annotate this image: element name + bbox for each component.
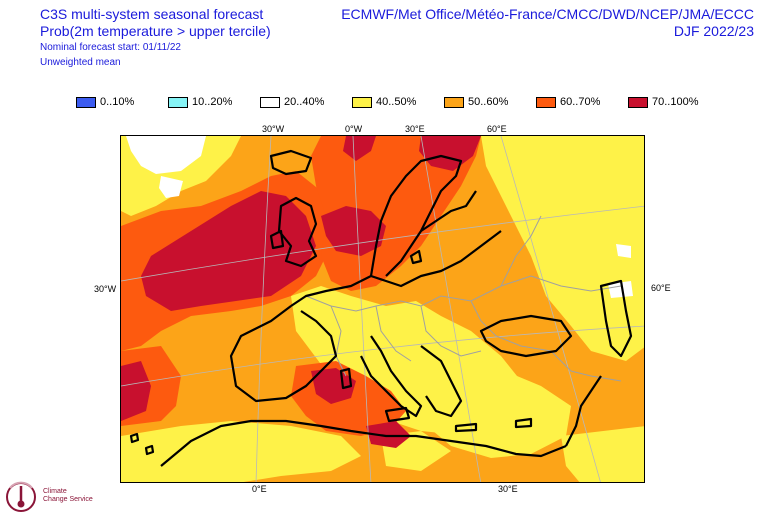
chart-subtitle: Prob(2m temperature > upper tercile) [40, 23, 271, 39]
band-20-40 [616, 244, 631, 258]
band-70-100 [121, 361, 151, 421]
band-20-40 [126, 136, 206, 174]
legend-label: 10..20% [192, 96, 233, 108]
country-borders [305, 215, 622, 382]
band-70-100 [366, 421, 411, 448]
legend-label: 40..50% [376, 96, 417, 108]
copernicus-logo: Climate Change Service [4, 478, 114, 518]
legend-label: 70..100% [652, 96, 699, 108]
header-left: C3S multi-system seasonal forecast Prob(… [40, 6, 271, 69]
coastlines [129, 149, 633, 467]
lon-label-left: 30°W [94, 284, 117, 294]
graticule [121, 136, 644, 482]
band-70-100 [419, 136, 481, 171]
lon-label-top: 30°W [262, 124, 285, 134]
legend-swatch [76, 97, 96, 108]
legend-swatch [444, 97, 464, 108]
logo-line-2: Change Service [43, 496, 93, 503]
band-70-100 [343, 136, 376, 161]
lon-label-bottom: 0°E [252, 484, 267, 494]
legend-label: 0..10% [100, 96, 135, 108]
lon-label-top: 30°E [405, 124, 425, 134]
band-70-100 [141, 191, 316, 311]
legend-swatch [168, 97, 188, 108]
legend-swatch [536, 97, 556, 108]
band-40-50 [561, 426, 644, 482]
chart-title: C3S multi-system seasonal forecast [40, 6, 264, 22]
legend-swatch [260, 97, 280, 108]
legend-label: 50..60% [468, 96, 509, 108]
logo-line-1: Climate [43, 488, 67, 495]
band-20-40 [608, 281, 633, 298]
probability-field [121, 136, 644, 482]
band-20-40 [159, 176, 183, 198]
logo-text: Climate Change Service [43, 488, 93, 504]
forecast-start: Nominal forecast start: 01/11/22 [40, 42, 181, 53]
lon-label-top: 60°E [487, 124, 507, 134]
legend-swatch [352, 97, 372, 108]
header-right: ECMWF/Met Office/Météo-France/CMCC/DWD/N… [341, 6, 754, 40]
band-70-100 [311, 368, 356, 404]
mean-note: Unweighted mean [40, 57, 121, 68]
forecast-map [120, 135, 645, 483]
lon-label-top: 0°W [345, 124, 363, 134]
band-40-50 [121, 421, 361, 482]
season-label: DJF 2022/23 [673, 23, 754, 39]
climate-logo-icon [6, 481, 36, 512]
systems-list: ECMWF/Met Office/Météo-France/CMCC/DWD/N… [341, 6, 754, 22]
lon-label-bottom: 30°E [498, 484, 518, 494]
band-70-100 [321, 206, 386, 256]
lon-label-right: 60°E [651, 283, 671, 293]
legend-swatch [628, 97, 648, 108]
legend-label: 60..70% [560, 96, 601, 108]
band-40-50 [416, 356, 571, 458]
legend-label: 20..40% [284, 96, 325, 108]
